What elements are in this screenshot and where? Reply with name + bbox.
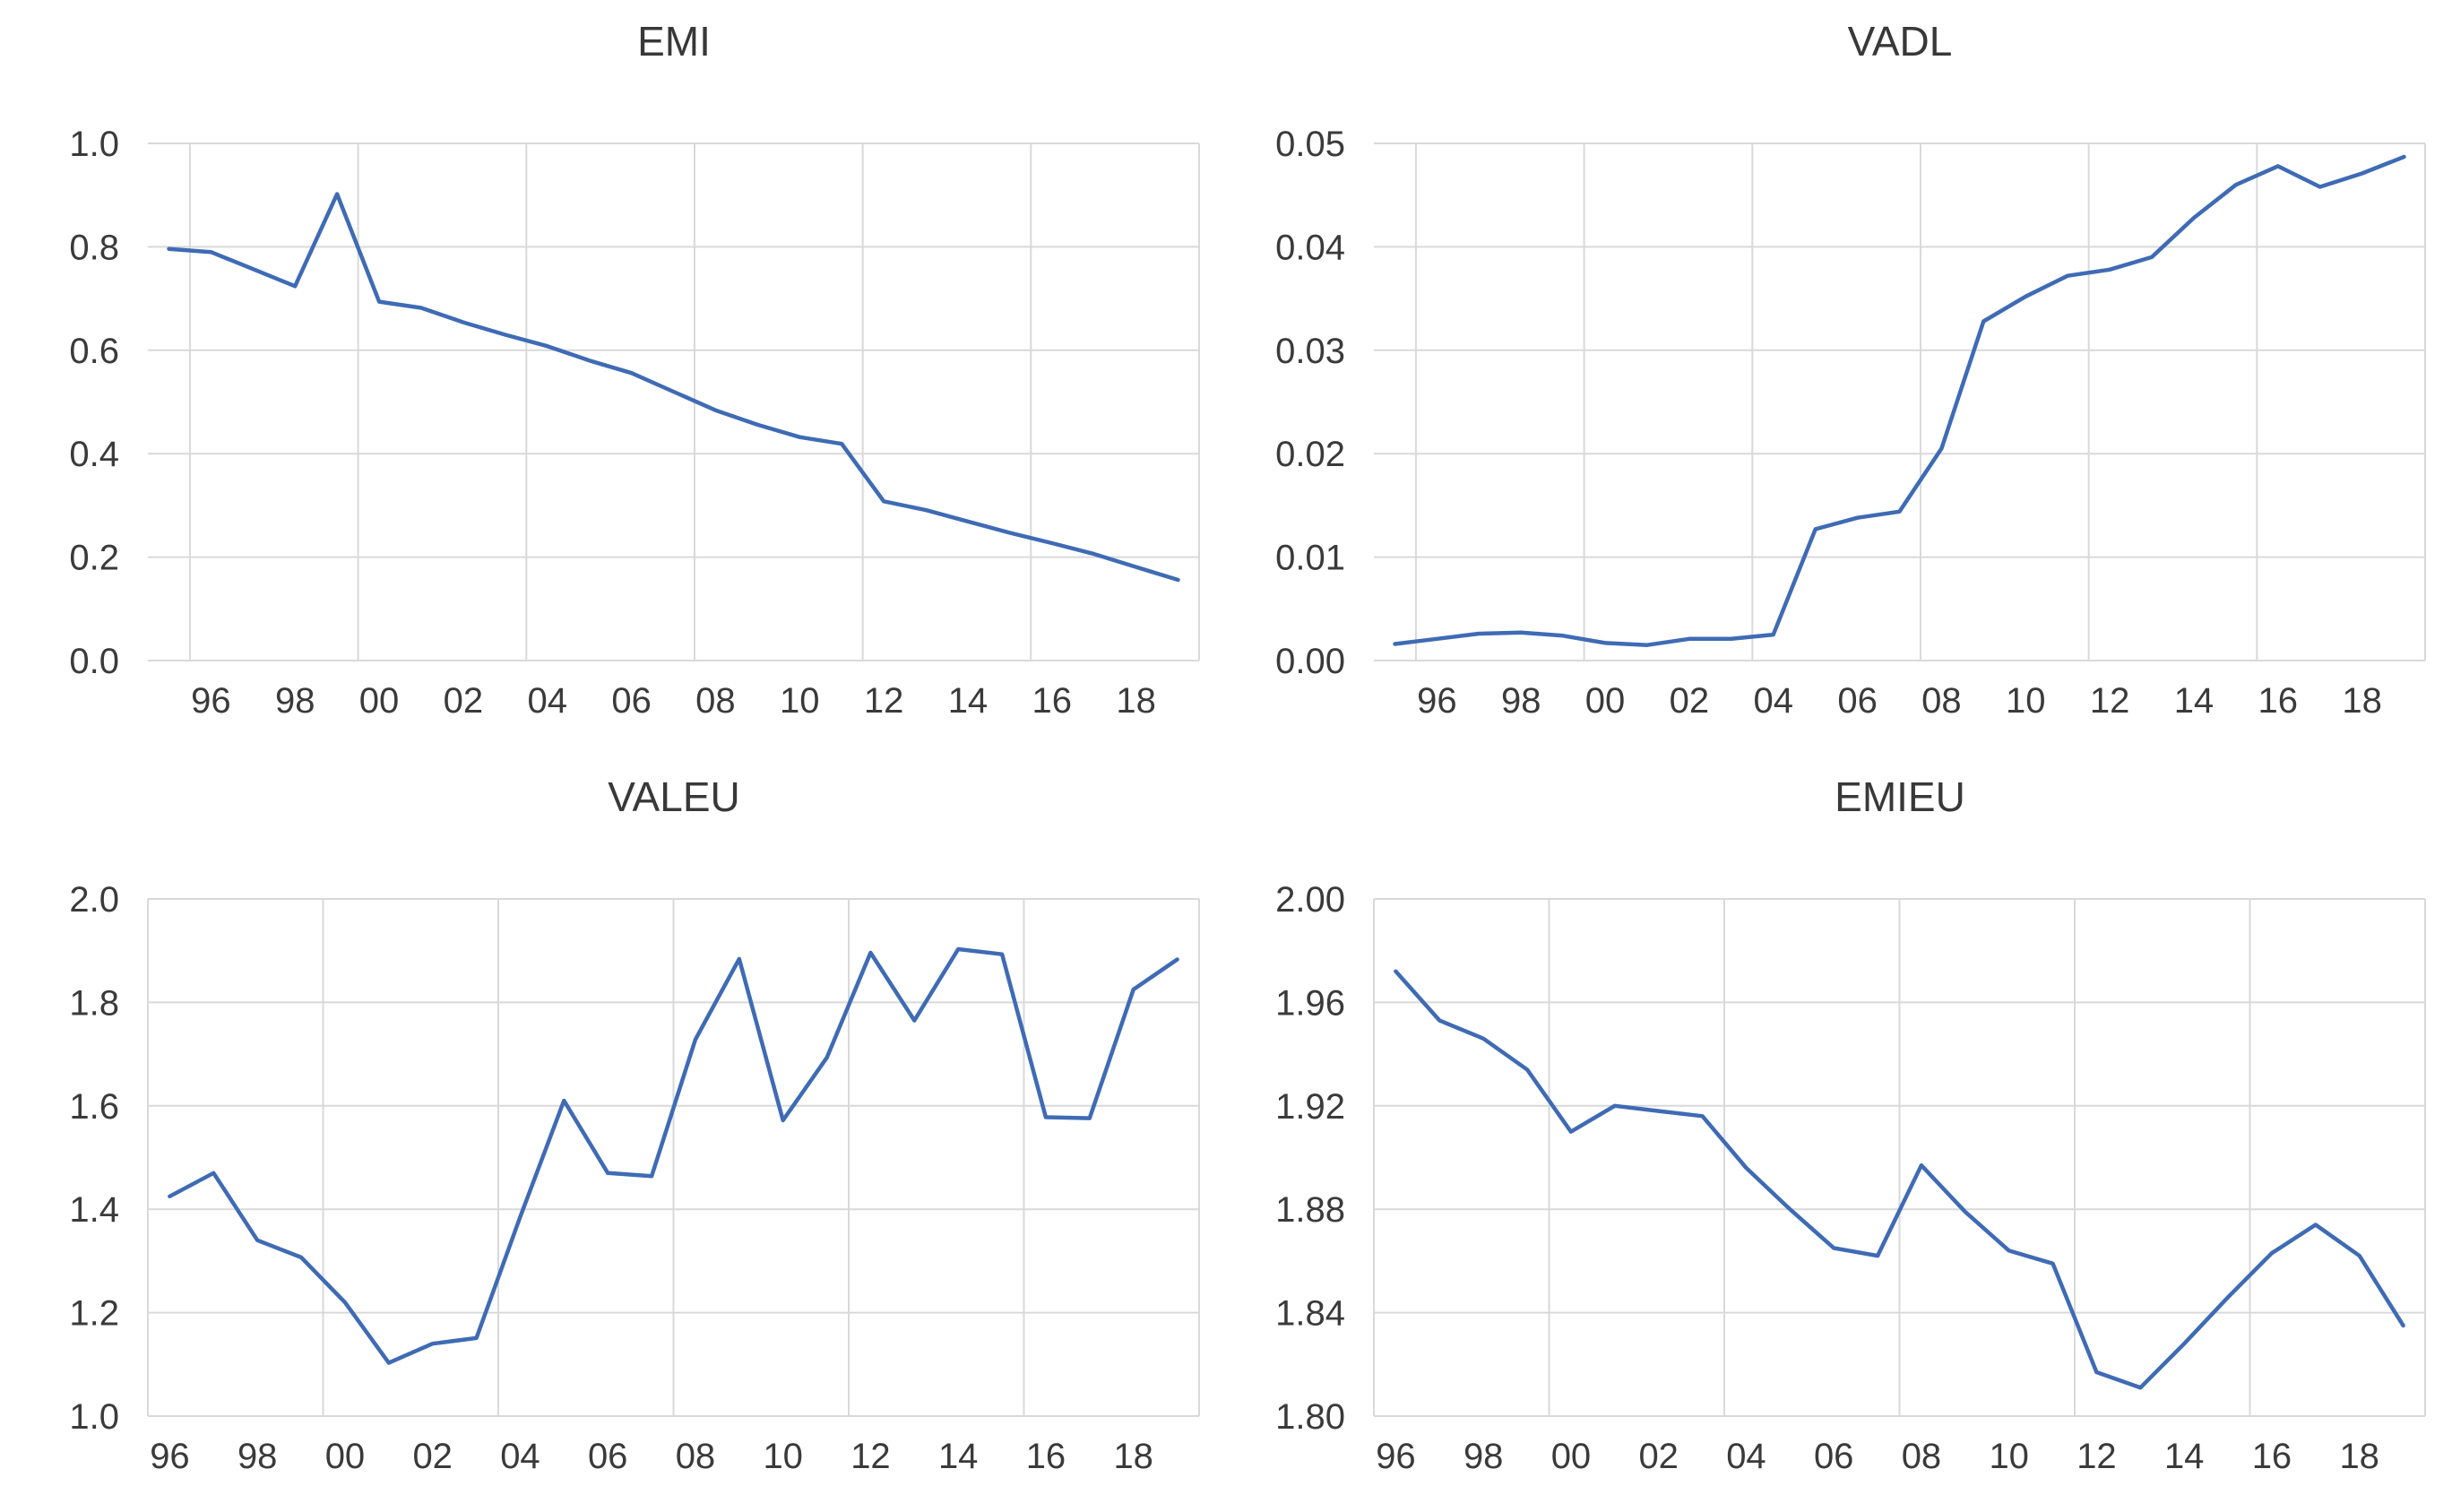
x-tick-label: 12 — [2090, 681, 2130, 721]
x-tick-label: 10 — [780, 681, 820, 721]
x-tick-label: 08 — [1921, 681, 1962, 721]
x-tick-label: 10 — [1989, 1437, 2029, 1476]
x-tick-label: 12 — [864, 681, 904, 721]
y-tick-label: 1.0 — [69, 1397, 119, 1437]
series-line — [1394, 969, 2405, 1390]
series-line — [168, 946, 1179, 1365]
x-tick-label: 18 — [1113, 1437, 1153, 1476]
y-tick-label: 1.84 — [1275, 1294, 1345, 1334]
chart-emieu: 2.00 1.96 1.92 1.88 1.84 1.80 96 98 00 02 04 06 08 10… — [1226, 756, 2452, 1512]
x-tick-label: 16 — [1032, 681, 1073, 721]
x-tick-label: 18 — [2342, 681, 2382, 721]
y-tick-label: 1.4 — [69, 1190, 119, 1230]
y-tick-label: 1.88 — [1275, 1190, 1345, 1230]
y-tick-label: 0.6 — [69, 332, 119, 371]
x-tick-label: 00 — [325, 1437, 366, 1476]
x-tick-label: 04 — [1753, 681, 1793, 721]
x-tick-label: 06 — [1837, 681, 1878, 721]
x-tick-label: 10 — [763, 1437, 803, 1476]
x-tick-label: 06 — [611, 681, 652, 721]
x-tick-label: 16 — [1026, 1437, 1066, 1476]
y-tick-label: 0.0 — [69, 642, 119, 681]
y-tick-label: 0.4 — [69, 435, 119, 474]
y-tick-label: 1.8 — [69, 983, 119, 1023]
x-tick-label: 08 — [676, 1437, 716, 1476]
vadl-line-chart: 0.05 0.04 0.03 0.02 0.01 0.00 96 98 00 02 04 06 08 10… — [1275, 18, 2426, 721]
valeu-line-chart: 2.0 1.8 1.6 1.4 1.2 1.0 96 98 00 02 04 06 08 10 12 14 16… — [69, 773, 1200, 1476]
series-line — [1393, 154, 2406, 647]
y-tick-label: 1.80 — [1275, 1397, 1345, 1437]
y-tick-label: 0.02 — [1275, 435, 1345, 474]
x-tick-label: 00 — [1551, 1437, 1592, 1476]
y-tick-label: 1.2 — [69, 1294, 119, 1334]
x-tick-label: 16 — [2252, 1437, 2292, 1476]
x-tick-label: 96 — [191, 681, 231, 721]
y-tick-label: 0.8 — [69, 228, 119, 267]
chart-valeu: 2.0 1.8 1.6 1.4 1.2 1.0 96 98 00 02 04 06 08 10 12 14 16… — [0, 756, 1226, 1512]
x-tick-label: 08 — [695, 681, 736, 721]
x-tick-label: 14 — [2164, 1437, 2205, 1476]
x-tick-label: 14 — [2174, 681, 2215, 721]
y-tick-label: 0.04 — [1275, 228, 1345, 267]
y-tick-label: 1.6 — [69, 1087, 119, 1127]
y-tick-label: 2.0 — [69, 880, 119, 920]
y-tick-label: 0.05 — [1275, 125, 1345, 164]
emieu-line-chart: 2.00 1.96 1.92 1.88 1.84 1.80 96 98 00 02 04 06 08 10… — [1275, 773, 2426, 1476]
chart-title-emieu: EMIEU — [1835, 773, 1965, 820]
x-tick-label: 04 — [527, 681, 567, 721]
chart-title-emi: EMI — [637, 18, 711, 65]
y-tick-label: 1.96 — [1275, 983, 1345, 1023]
x-tick-label: 16 — [2258, 681, 2299, 721]
x-tick-label: 14 — [948, 681, 989, 721]
x-tick-label: 08 — [1902, 1437, 1942, 1476]
x-tick-label: 02 — [444, 681, 484, 721]
y-tick-label: 0.01 — [1275, 539, 1345, 578]
x-tick-label: 12 — [2076, 1437, 2117, 1476]
x-tick-label: 06 — [588, 1437, 628, 1476]
x-tick-label: 02 — [1638, 1437, 1679, 1476]
x-tick-label: 18 — [1116, 681, 1156, 721]
x-tick-label: 02 — [412, 1437, 453, 1476]
x-tick-label: 98 — [275, 681, 315, 721]
x-tick-label: 02 — [1670, 681, 1710, 721]
x-tick-label: 04 — [1726, 1437, 1766, 1476]
chart-title-vadl: VADL — [1848, 18, 1953, 65]
x-tick-label: 98 — [1463, 1437, 1504, 1476]
y-tick-label: 1.0 — [69, 125, 119, 164]
x-tick-label: 10 — [2006, 681, 2046, 721]
chart-title-valeu: VALEU — [608, 773, 739, 820]
x-tick-label: 00 — [1585, 681, 1626, 721]
x-tick-label: 14 — [938, 1437, 979, 1476]
series-line — [167, 192, 1180, 583]
x-tick-label: 96 — [1417, 681, 1457, 721]
y-tick-label: 2.00 — [1275, 880, 1345, 920]
x-tick-label: 18 — [2339, 1437, 2379, 1476]
chart-emi: 1.0 0.8 0.6 0.4 0.2 0.0 96 98 00 02 04 06 08 10 12 14 16… — [0, 0, 1226, 756]
x-tick-label: 04 — [500, 1437, 540, 1476]
y-tick-label: 0.03 — [1275, 332, 1345, 371]
y-tick-label: 1.92 — [1275, 1087, 1345, 1127]
x-tick-label: 98 — [1501, 681, 1541, 721]
x-tick-label: 96 — [150, 1437, 190, 1476]
y-tick-label: 0.2 — [69, 539, 119, 578]
x-tick-label: 12 — [850, 1437, 891, 1476]
chart-vadl: 0.05 0.04 0.03 0.02 0.01 0.00 96 98 00 02 04 06 08 10… — [1226, 0, 2452, 756]
x-tick-label: 98 — [237, 1437, 278, 1476]
x-tick-label: 06 — [1814, 1437, 1854, 1476]
x-tick-label: 00 — [359, 681, 400, 721]
x-tick-label: 96 — [1376, 1437, 1416, 1476]
emi-line-chart: 1.0 0.8 0.6 0.4 0.2 0.0 96 98 00 02 04 06 08 10 12 14 16… — [69, 18, 1200, 721]
y-tick-label: 0.00 — [1275, 642, 1345, 681]
